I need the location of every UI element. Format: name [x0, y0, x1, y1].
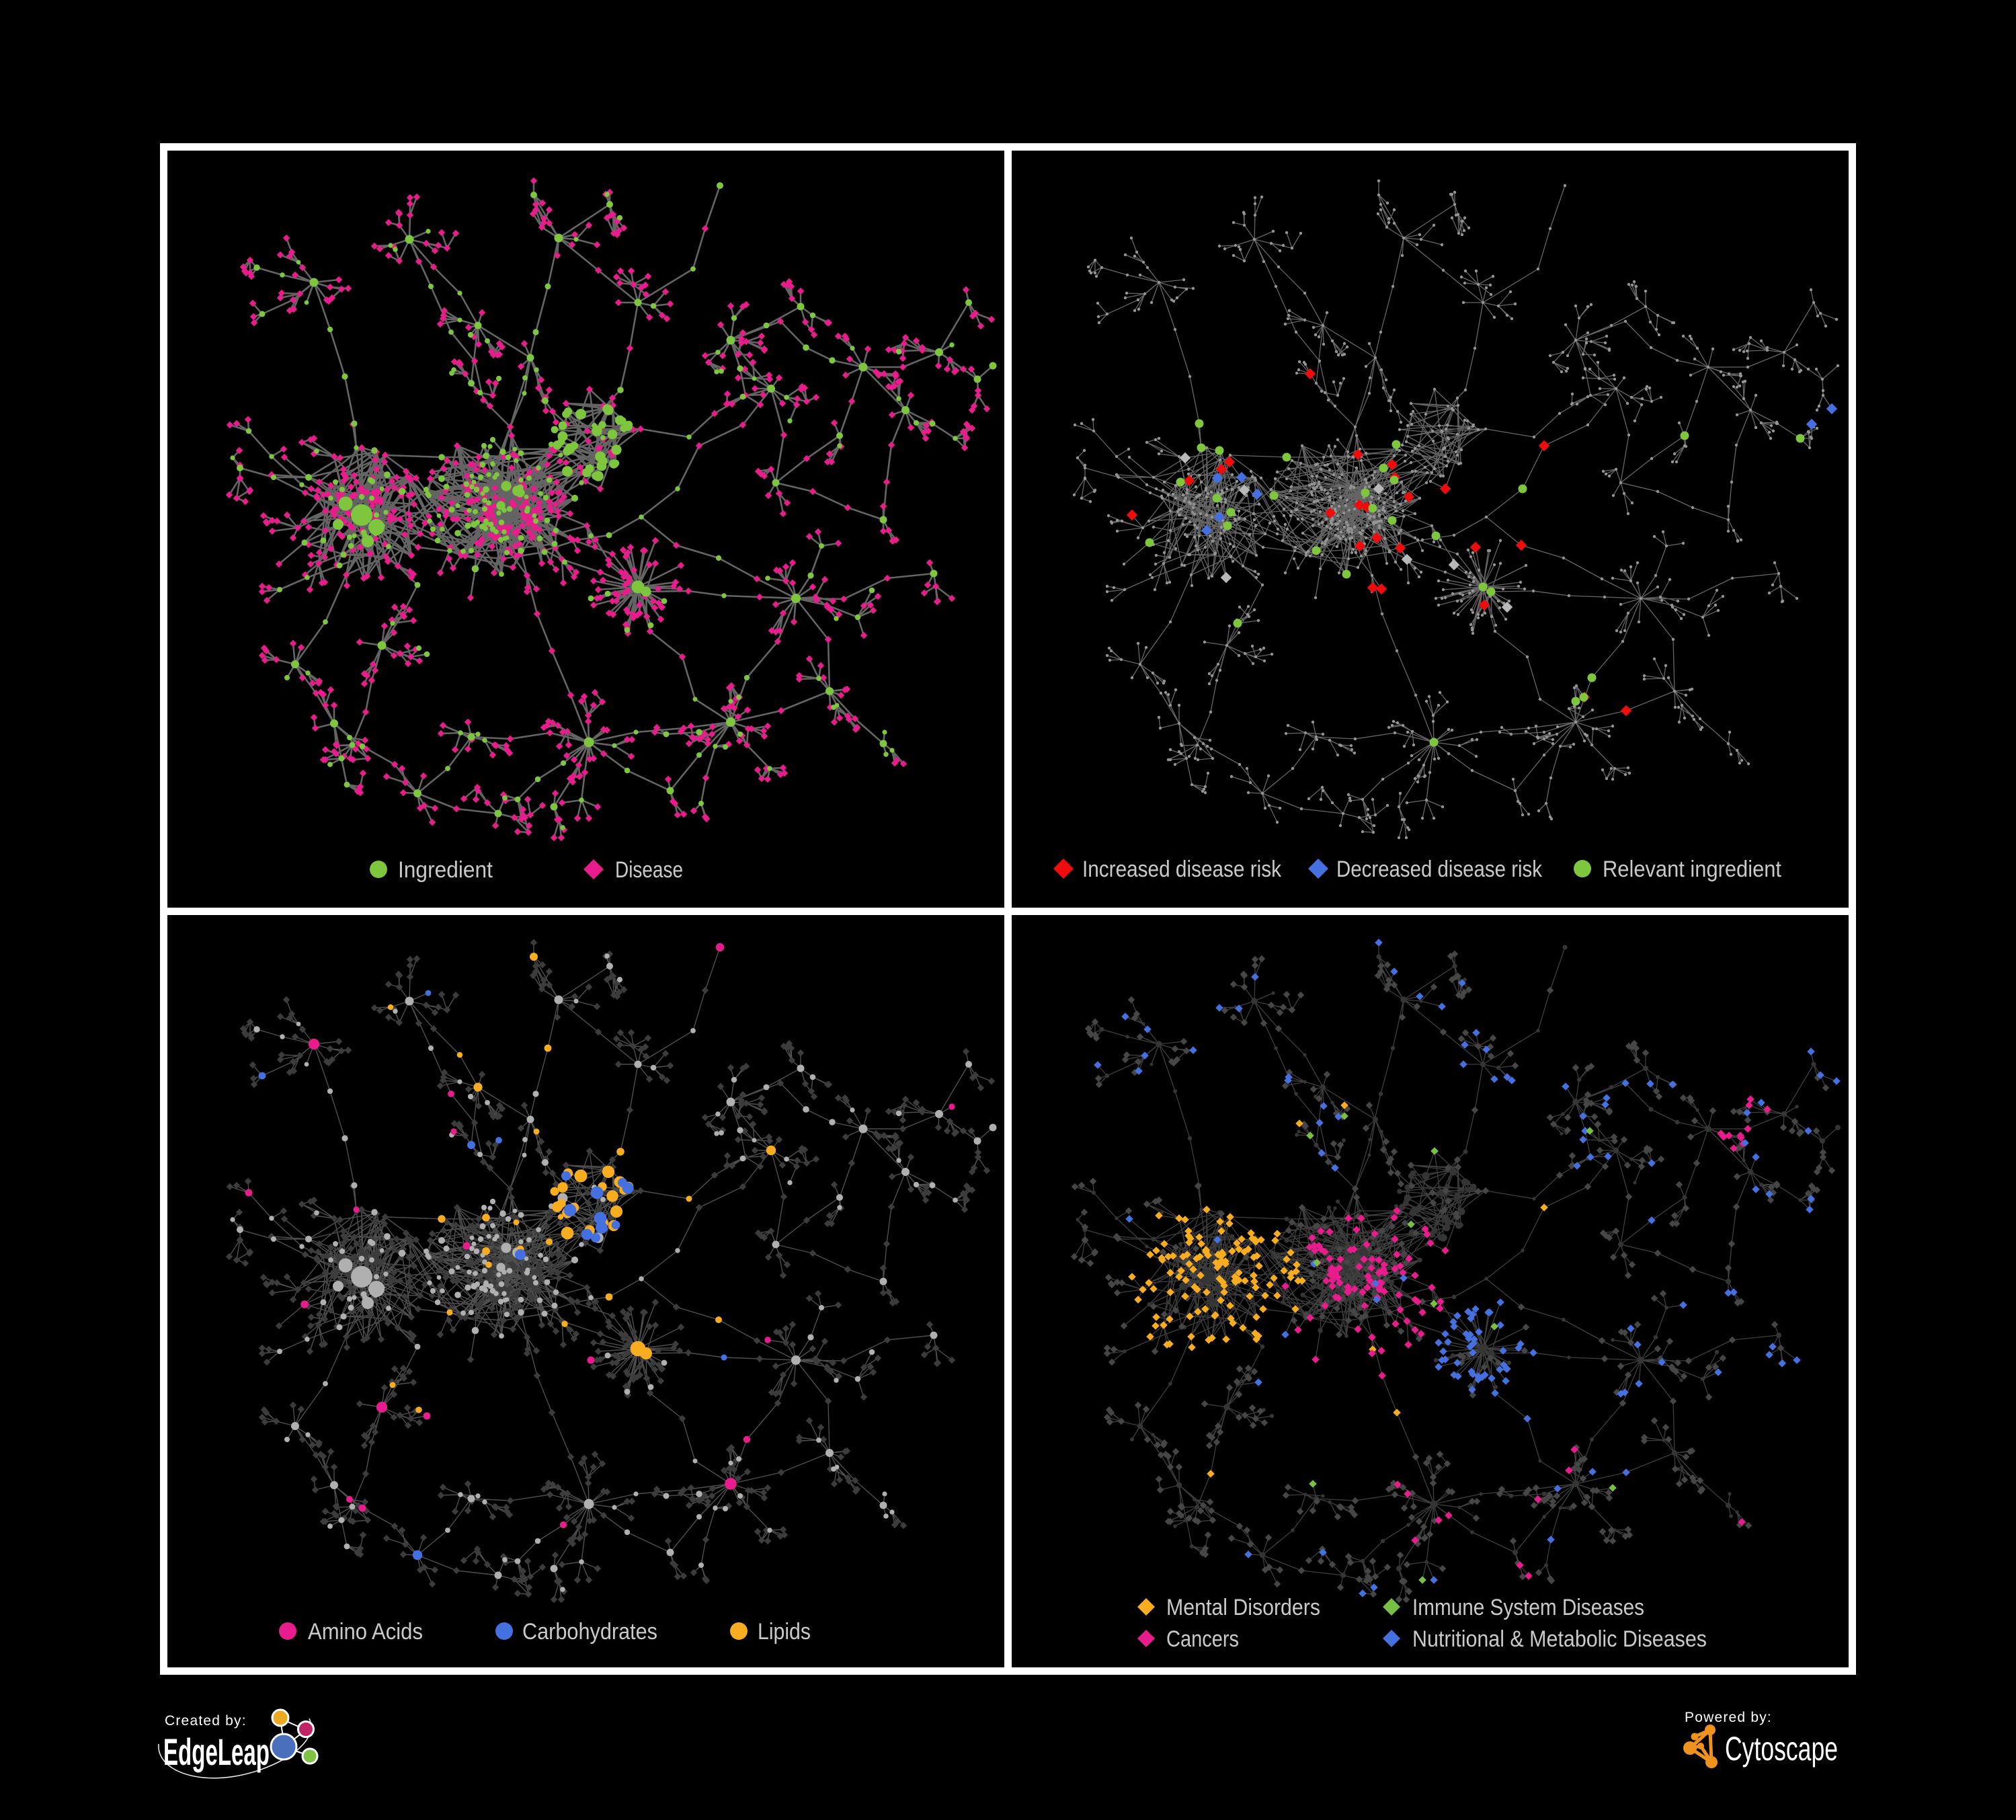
svg-text:Powered by:: Powered by:	[1685, 1710, 1772, 1725]
svg-text:Relevant ingredient: Relevant ingredient	[1603, 857, 1782, 882]
svg-text:Immune System Diseases: Immune System Diseases	[1412, 1595, 1644, 1620]
svg-text:Nutritional & Metabolic Diseas: Nutritional & Metabolic Diseases	[1412, 1626, 1707, 1652]
svg-text:Ingredient: Ingredient	[398, 857, 493, 883]
svg-text:Created by:: Created by:	[165, 1713, 247, 1729]
svg-text:Cytoscape: Cytoscape	[1725, 1730, 1838, 1768]
svg-text:Carbohydrates: Carbohydrates	[522, 1619, 657, 1645]
svg-text:Mental Disorders: Mental Disorders	[1166, 1595, 1320, 1620]
svg-text:EdgeLeap: EdgeLeap	[163, 1731, 270, 1773]
svg-text:Decreased disease risk: Decreased disease risk	[1336, 857, 1543, 882]
svg-text:Increased disease risk: Increased disease risk	[1082, 857, 1282, 882]
svg-text:Disease: Disease	[615, 857, 683, 883]
svg-text:Lipids: Lipids	[758, 1619, 811, 1645]
svg-text:Cancers: Cancers	[1166, 1626, 1239, 1652]
svg-text:Amino Acids: Amino Acids	[308, 1619, 423, 1645]
